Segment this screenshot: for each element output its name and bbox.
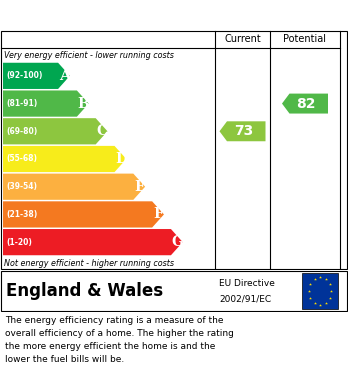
Polygon shape <box>3 118 108 144</box>
Text: (92-100): (92-100) <box>6 71 42 81</box>
Text: (69-80): (69-80) <box>6 127 37 136</box>
Bar <box>302 273 338 309</box>
Text: Energy Efficiency Rating: Energy Efficiency Rating <box>8 7 218 23</box>
Text: 2002/91/EC: 2002/91/EC <box>219 295 271 304</box>
Text: D: D <box>115 152 127 166</box>
Polygon shape <box>3 63 70 89</box>
Polygon shape <box>220 121 266 141</box>
Text: (81-91): (81-91) <box>6 99 37 108</box>
Text: EU Directive: EU Directive <box>219 279 275 288</box>
Text: A: A <box>58 69 71 83</box>
Polygon shape <box>3 229 183 255</box>
Text: (1-20): (1-20) <box>6 238 32 247</box>
Polygon shape <box>3 146 126 172</box>
Text: Not energy efficient - higher running costs: Not energy efficient - higher running co… <box>4 258 174 267</box>
Text: F: F <box>154 208 164 221</box>
Text: Very energy efficient - lower running costs: Very energy efficient - lower running co… <box>4 50 174 59</box>
Text: Potential: Potential <box>284 34 326 44</box>
Polygon shape <box>3 201 164 228</box>
Polygon shape <box>282 93 328 113</box>
Text: E: E <box>134 180 145 194</box>
Text: (21-38): (21-38) <box>6 210 37 219</box>
Text: G: G <box>172 235 183 249</box>
Text: (55-68): (55-68) <box>6 154 37 163</box>
Text: The energy efficiency rating is a measure of the
overall efficiency of a home. T: The energy efficiency rating is a measur… <box>5 316 234 364</box>
Text: B: B <box>78 97 89 111</box>
Text: 82: 82 <box>296 97 316 111</box>
Text: Current: Current <box>224 34 261 44</box>
Text: C: C <box>97 124 108 138</box>
Text: (39-54): (39-54) <box>6 182 37 191</box>
Polygon shape <box>3 174 145 200</box>
Text: England & Wales: England & Wales <box>6 282 163 300</box>
Text: 73: 73 <box>234 124 253 138</box>
Polygon shape <box>3 90 89 117</box>
